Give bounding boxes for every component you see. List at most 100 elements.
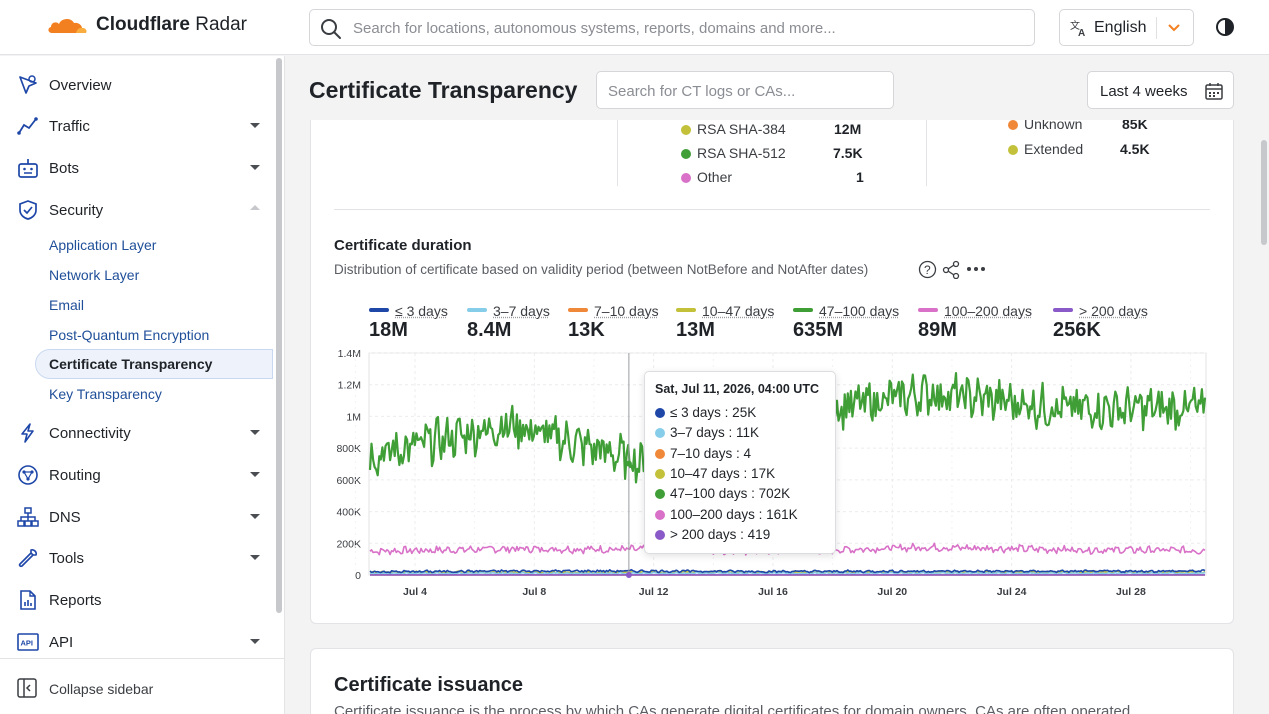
wrench-icon bbox=[17, 547, 39, 569]
y-tick-label: 1.4M bbox=[338, 348, 361, 360]
caret-down-icon bbox=[250, 472, 260, 477]
date-range-selector[interactable]: Last 4 weeks bbox=[1087, 71, 1234, 109]
sidebar: Overview Traffic Bots Security Applicati… bbox=[0, 56, 285, 714]
sidebar-sub-key-transparency[interactable]: Key Transparency bbox=[35, 379, 273, 409]
certificate-issuance-title: Certificate issuance bbox=[334, 674, 523, 697]
y-tick-label: 400K bbox=[336, 507, 361, 519]
tooltip-text: 10–47 days : 17K bbox=[670, 466, 775, 481]
sidebar-item-routing[interactable]: Routing bbox=[0, 455, 275, 495]
section-divider bbox=[334, 209, 1210, 210]
caret-down-icon bbox=[250, 165, 260, 170]
language-selector[interactable]: 文 A English bbox=[1059, 9, 1194, 46]
y-tick-label: 600K bbox=[336, 475, 361, 487]
tooltip-dot bbox=[655, 530, 665, 540]
shield-icon bbox=[17, 199, 39, 221]
sidebar-scrollbar[interactable] bbox=[276, 58, 282, 613]
series-swatch bbox=[369, 308, 389, 312]
caret-down-icon bbox=[250, 430, 260, 435]
logo-text: Cloudflare Radar bbox=[96, 14, 247, 36]
x-tick-label: Jul 4 bbox=[403, 586, 427, 598]
share-icon[interactable] bbox=[942, 260, 961, 279]
series-total: 635M bbox=[793, 319, 843, 342]
chevron-down-icon bbox=[1167, 21, 1181, 35]
legend-dot bbox=[1008, 145, 1018, 155]
series-swatch bbox=[1053, 308, 1073, 312]
sidebar-item-reports[interactable]: Reports bbox=[0, 580, 275, 620]
tooltip-dot bbox=[655, 469, 665, 479]
cloudflare-cloud-icon bbox=[46, 15, 88, 35]
chart-tooltip: Sat, Jul 11, 2026, 04:00 UTC ≤ 3 days : … bbox=[644, 371, 836, 554]
tooltip-text: 3–7 days : 11K bbox=[670, 425, 759, 440]
legend-clip: RSA SHA-384 12M Unknown 85K bbox=[310, 120, 1234, 136]
caret-down-icon bbox=[250, 639, 260, 644]
certificate-issuance-description: Certificate issuance is the process by w… bbox=[334, 703, 1130, 714]
theme-toggle-icon[interactable] bbox=[1215, 17, 1235, 37]
hover-point bbox=[626, 461, 632, 467]
sidebar-item-security[interactable]: Security bbox=[0, 190, 275, 230]
tooltip-text: > 200 days : 419 bbox=[670, 527, 770, 542]
series-name: 3–7 days bbox=[493, 303, 550, 319]
tooltip-row: 7–10 days : 4 bbox=[655, 446, 751, 461]
sidebar-item-traffic[interactable]: Traffic bbox=[0, 106, 275, 146]
sidebar-item-bots[interactable]: Bots bbox=[0, 148, 275, 188]
sidebar-item-tools[interactable]: Tools bbox=[0, 538, 275, 578]
legend-dot bbox=[681, 173, 691, 183]
sidebar-sub-post-quantum[interactable]: Post-Quantum Encryption bbox=[35, 320, 273, 350]
sidebar-item-dns[interactable]: DNS bbox=[0, 497, 275, 537]
x-tick-label: Jul 24 bbox=[997, 586, 1027, 598]
cloudflare-radar-logo[interactable]: Cloudflare Radar bbox=[46, 14, 247, 36]
tooltip-dot bbox=[655, 408, 665, 418]
x-tick-label: Jul 12 bbox=[639, 586, 669, 598]
tooltip-row: 10–47 days : 17K bbox=[655, 466, 775, 481]
x-tick-label: Jul 20 bbox=[877, 586, 907, 598]
caret-down-icon bbox=[250, 123, 260, 128]
sidebar-item-connectivity[interactable]: Connectivity bbox=[0, 413, 275, 453]
x-tick-label: Jul 28 bbox=[1116, 586, 1146, 598]
legend-dot bbox=[1008, 120, 1018, 130]
overview-icon bbox=[17, 74, 39, 96]
translate-icon: 文 A bbox=[1070, 19, 1088, 37]
series-swatch bbox=[918, 308, 938, 312]
legend-dot bbox=[681, 125, 691, 135]
series-total: 13M bbox=[676, 319, 715, 342]
tooltip-text: 100–200 days : 161K bbox=[670, 507, 798, 522]
routing-icon bbox=[17, 464, 39, 486]
tooltip-text: ≤ 3 days : 25K bbox=[670, 405, 756, 420]
legend-dot bbox=[681, 149, 691, 159]
help-icon[interactable]: ? bbox=[918, 260, 937, 279]
api-icon: API bbox=[17, 631, 39, 653]
sidebar-sub-email[interactable]: Email bbox=[35, 290, 273, 320]
global-search-input[interactable]: Search for locations, autonomous systems… bbox=[309, 9, 1035, 46]
tooltip-row: 3–7 days : 11K bbox=[655, 425, 759, 440]
collapse-sidebar-button[interactable]: Collapse sidebar bbox=[0, 658, 284, 714]
more-options-icon[interactable] bbox=[966, 265, 986, 273]
issuance-desc-clip: Certificate issuance is the process by w… bbox=[310, 700, 1234, 714]
dns-icon bbox=[17, 506, 39, 528]
hover-point bbox=[626, 572, 632, 578]
traffic-icon bbox=[17, 115, 39, 137]
series-swatch bbox=[568, 308, 588, 312]
series-total: 8.4M bbox=[467, 319, 511, 342]
series-name: 100–200 days bbox=[944, 303, 1032, 319]
series-swatch bbox=[467, 308, 487, 312]
sidebar-item-overview[interactable]: Overview bbox=[0, 65, 275, 105]
tooltip-dot bbox=[655, 449, 665, 459]
series-swatch bbox=[676, 308, 696, 312]
sidebar-sub-network-layer[interactable]: Network Layer bbox=[35, 260, 273, 290]
series-name: > 200 days bbox=[1079, 303, 1148, 319]
series-swatch bbox=[793, 308, 813, 312]
lightning-icon bbox=[17, 422, 39, 444]
series-name: 47–100 days bbox=[819, 303, 899, 319]
caret-down-icon bbox=[250, 514, 260, 519]
sidebar-sub-application-layer[interactable]: Application Layer bbox=[35, 230, 273, 260]
report-icon bbox=[17, 589, 39, 611]
tooltip-row: 100–200 days : 161K bbox=[655, 507, 798, 522]
ct-search-input[interactable]: Search for CT logs or CAs... bbox=[596, 71, 894, 109]
sidebar-item-api[interactable]: API API bbox=[0, 622, 275, 662]
series-name: 7–10 days bbox=[594, 303, 659, 319]
sidebar-sub-certificate-transparency[interactable]: Certificate Transparency bbox=[35, 349, 273, 379]
tooltip-dot bbox=[655, 510, 665, 520]
main-scrollbar[interactable] bbox=[1261, 140, 1267, 245]
page-title: Certificate Transparency bbox=[309, 77, 577, 104]
caret-up-icon bbox=[250, 205, 260, 210]
